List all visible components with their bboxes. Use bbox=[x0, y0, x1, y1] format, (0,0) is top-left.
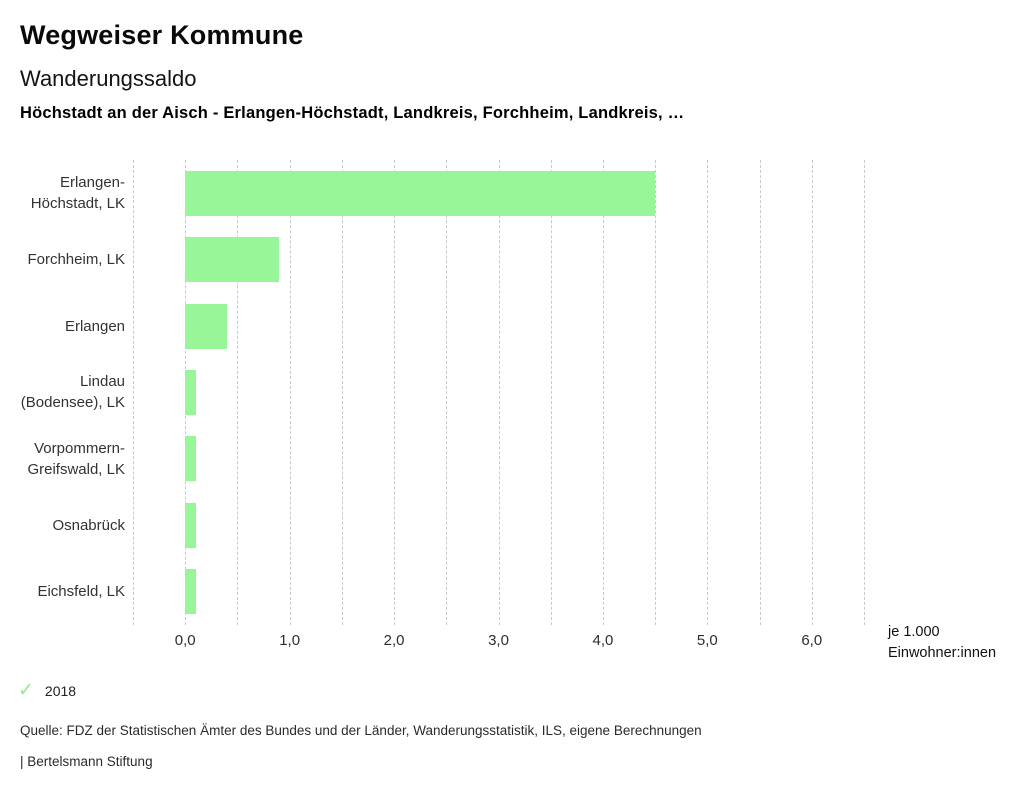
page-title: Wegweiser Kommune bbox=[20, 20, 304, 50]
gridline bbox=[707, 160, 709, 625]
legend-year-label: 2018 bbox=[44, 682, 77, 699]
chart-title: Wanderungssaldo bbox=[20, 66, 197, 91]
bar-vorpommern-greifswald-lk[interactable] bbox=[185, 436, 196, 482]
gridline bbox=[237, 160, 239, 625]
legend-item-2018[interactable]: ✓ 2018 bbox=[18, 681, 76, 700]
legend-check-icon: ✓ bbox=[18, 680, 34, 701]
axis-unit-line1: je 1.000 bbox=[888, 624, 940, 640]
axis-unit-line2: Einwohner:innen bbox=[888, 645, 997, 661]
category-label-line: Osnabrück bbox=[52, 516, 125, 534]
axis-unit-label: je 1.000 Einwohner:innen bbox=[888, 622, 996, 664]
bar-lindau-bodensee-lk[interactable] bbox=[185, 370, 196, 415]
bar-forchheim-lk[interactable] bbox=[185, 237, 280, 283]
gridline bbox=[864, 160, 865, 625]
x-tick-label: 6,0 bbox=[801, 632, 823, 649]
category-label-osnabr-ck: Osnabrück bbox=[0, 492, 125, 558]
category-label-erlangen-h-chstadt-lk: Erlangen- Höchstadt, LK bbox=[0, 160, 125, 226]
bar-eichsfeld-lk[interactable] bbox=[185, 569, 196, 615]
bar-erlangen-h-chstadt-lk[interactable] bbox=[185, 170, 656, 216]
x-tick-label: 4,0 bbox=[592, 632, 614, 649]
category-label-line: Eichsfeld, LK bbox=[37, 583, 125, 601]
category-label-line: Forchheim, LK bbox=[27, 251, 125, 269]
gridline bbox=[446, 160, 448, 625]
branding-note: | Bertelsmann Stiftung bbox=[20, 754, 153, 769]
source-note: Quelle: FDZ der Statistischen Ämter des … bbox=[20, 723, 702, 738]
bar-osnabr-ck[interactable] bbox=[185, 502, 196, 548]
category-label-erlangen: Erlangen bbox=[0, 293, 125, 359]
category-label-eichsfeld-lk: Eichsfeld, LK bbox=[0, 559, 125, 625]
y-axis-labels: Erlangen- Höchstadt, LK Forchheim, LK Erlan… bbox=[0, 160, 125, 625]
gridline bbox=[759, 160, 761, 625]
gridline bbox=[133, 160, 134, 625]
gridline bbox=[655, 160, 657, 625]
category-label-line: Vorpommern- bbox=[34, 439, 125, 457]
gridline bbox=[498, 160, 500, 625]
chart-subtitle-regions: Höchstadt an der Aisch - Erlangen-Höchst… bbox=[20, 104, 685, 122]
gridline bbox=[394, 160, 396, 625]
gridline bbox=[811, 160, 813, 625]
x-tick-label: 0,0 bbox=[174, 632, 196, 649]
x-tick-label: 1,0 bbox=[279, 632, 301, 649]
x-axis: 0,0 1,0 2,0 3,0 4,0 5,0 6,0 bbox=[133, 632, 864, 652]
category-label-line: Höchstadt, LK bbox=[30, 195, 125, 213]
gridline bbox=[602, 160, 604, 625]
plot-area bbox=[133, 160, 865, 625]
category-label-line: Greifswald, LK bbox=[27, 460, 125, 478]
category-label-line: Erlangen- bbox=[59, 174, 125, 192]
category-label-line: Lindau bbox=[79, 373, 125, 391]
category-label-line: (Bodensee), LK bbox=[20, 394, 125, 412]
gridline bbox=[341, 160, 343, 625]
category-label-line: Erlangen bbox=[64, 317, 125, 335]
category-label-lindau-bodensee-lk: Lindau (Bodensee), LK bbox=[0, 359, 125, 425]
bar-erlangen[interactable] bbox=[185, 303, 227, 349]
x-tick-label: 3,0 bbox=[488, 632, 509, 649]
x-tick-label: 2,0 bbox=[383, 632, 405, 649]
gridline bbox=[550, 160, 552, 625]
gridline bbox=[289, 160, 291, 625]
category-label-vorpommern-greifswald-lk: Vorpommern- Greifswald, LK bbox=[0, 426, 125, 492]
x-tick-label: 5,0 bbox=[696, 632, 718, 649]
category-label-forchheim-lk: Forchheim, LK bbox=[0, 226, 125, 292]
